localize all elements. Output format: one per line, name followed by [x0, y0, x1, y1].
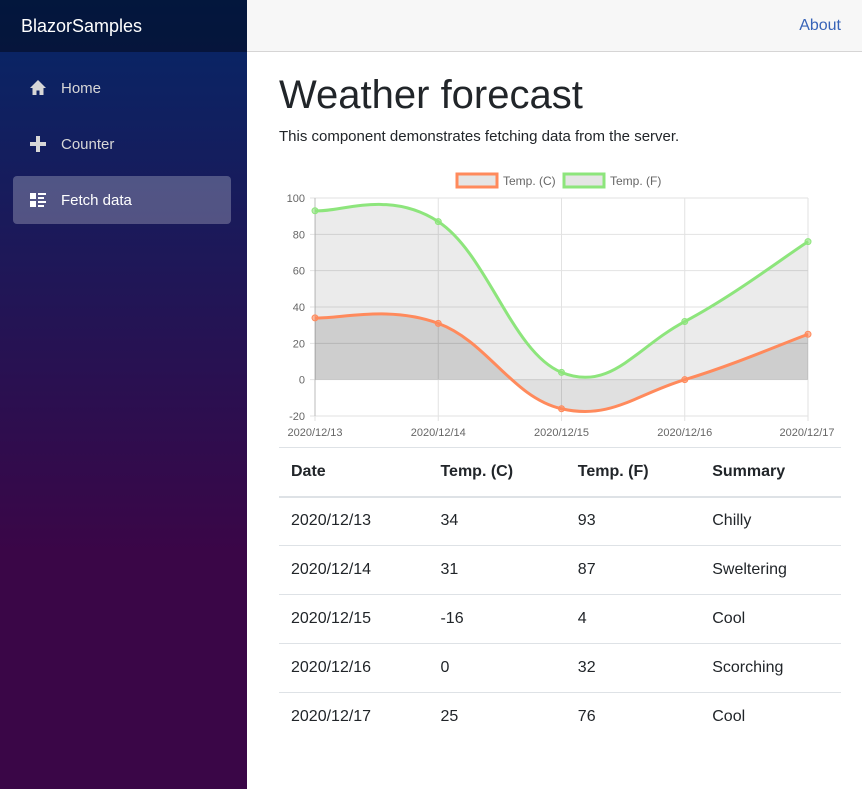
nav-item-label: Home — [61, 79, 102, 97]
y-tick-label: -20 — [289, 411, 305, 423]
nav-item-counter[interactable]: Counter — [13, 120, 231, 168]
series-area-temp-f — [315, 204, 808, 380]
cell-summary: Cool — [700, 594, 841, 644]
main-content: Weather forecast This component demonstr… — [279, 52, 841, 145]
y-tick-label: 60 — [293, 266, 305, 278]
y-tick-label: 100 — [287, 193, 305, 205]
cell-summary: Cool — [712, 708, 746, 726]
page-description: This component demonstrates fetching dat… — [279, 128, 680, 145]
data-point — [434, 319, 442, 327]
weather-chart: 100 80 60 40 20 0 -20 2020/12/13 2020/12/14 2020/… — [279, 168, 841, 443]
cell-date: 2020/12/17 — [291, 708, 372, 726]
cell-temp-f: 87 — [565, 545, 701, 595]
x-tick-label: 2020/12/14 — [411, 427, 466, 439]
cell-temp-f: 93 — [565, 496, 701, 546]
top-bar: About — [247, 0, 862, 52]
data-point — [804, 330, 812, 338]
nav-menu: Home Counter Fetch data — [0, 52, 247, 224]
nav-item-fetch-data[interactable]: Fetch data — [13, 176, 231, 224]
cell-temp-c: -16 — [428, 594, 566, 644]
x-tick-label: 2020/12/17 — [779, 427, 834, 439]
home-icon — [28, 78, 48, 98]
legend-swatch — [455, 172, 499, 189]
data-point — [311, 207, 319, 215]
cell-summary: Chilly — [700, 496, 841, 546]
table-row: 2020/12/17 25 76 Cool — [279, 693, 841, 742]
cell-date: 2020/12/13 — [279, 496, 429, 546]
legend-label: Temp. (F) — [610, 174, 661, 188]
cell-summary: Sweltering — [700, 545, 841, 595]
cell-date: 2020/12/14 — [279, 545, 429, 595]
page-title: Weather forecast — [279, 73, 583, 117]
x-tick-label: 2020/12/13 — [287, 427, 342, 439]
forecast-table: Date Temp. (C) Temp. (F) Summary 2020/12… — [279, 447, 841, 742]
cell-temp-f: 76 — [577, 708, 596, 726]
table-row: 2020/12/14 31 87 Sweltering — [279, 545, 841, 595]
legend-swatch — [562, 172, 606, 189]
column-header-temp-c: Temp. (C) — [428, 447, 566, 498]
data-point — [681, 318, 689, 326]
sidebar: BlazorSamples Home Counter Fetch data — [0, 0, 247, 789]
brand-bar: BlazorSamples — [0, 0, 247, 52]
data-point — [558, 368, 565, 376]
column-header-date: Date — [279, 447, 429, 498]
nav-item-label: Fetch data — [61, 191, 132, 209]
list-icon — [28, 190, 48, 210]
cell-date: 2020/12/16 — [279, 643, 429, 693]
cell-temp-f: 4 — [565, 594, 701, 644]
column-header-summary: Summary — [700, 447, 841, 498]
data-point — [558, 405, 565, 413]
data-point — [804, 238, 812, 246]
cell-date: 2020/12/15 — [279, 594, 429, 644]
nav-item-label: Counter — [61, 135, 115, 153]
table-row: 2020/12/13 34 93 Chilly — [279, 496, 841, 546]
x-tick-label: 2020/12/15 — [534, 427, 589, 439]
cell-temp-c: 0 — [428, 643, 566, 693]
cell-temp-c: 34 — [428, 496, 566, 546]
nav-item-home[interactable]: Home — [13, 64, 231, 112]
about-link[interactable]: About — [799, 16, 841, 34]
y-tick-label: 0 — [299, 375, 305, 387]
table-header-row: Date Temp. (C) Temp. (F) Summary — [279, 447, 841, 498]
cell-temp-c: 25 — [440, 708, 459, 726]
table-row: 2020/12/15 -16 4 Cool — [279, 594, 841, 644]
chart-svg: 100 80 60 40 20 0 -20 2020/12/13 2020/12/14 2020/… — [287, 172, 835, 439]
cell-temp-f: 32 — [565, 643, 701, 693]
y-tick-label: 20 — [293, 338, 305, 350]
legend-label: Temp. (C) — [503, 174, 556, 188]
series-area-temp-c — [315, 313, 808, 412]
data-point — [681, 376, 689, 384]
y-tick-label: 40 — [293, 302, 305, 314]
table-row: 2020/12/16 0 32 Scorching — [279, 643, 841, 693]
data-point — [311, 314, 319, 322]
data-point — [434, 218, 442, 226]
plus-icon — [28, 134, 48, 154]
cell-summary: Scorching — [700, 643, 841, 693]
brand-title[interactable]: BlazorSamples — [21, 15, 143, 36]
y-tick-label: 80 — [293, 229, 305, 241]
column-header-temp-f: Temp. (F) — [565, 447, 701, 498]
cell-temp-c: 31 — [428, 545, 566, 595]
x-tick-label: 2020/12/16 — [657, 427, 712, 439]
